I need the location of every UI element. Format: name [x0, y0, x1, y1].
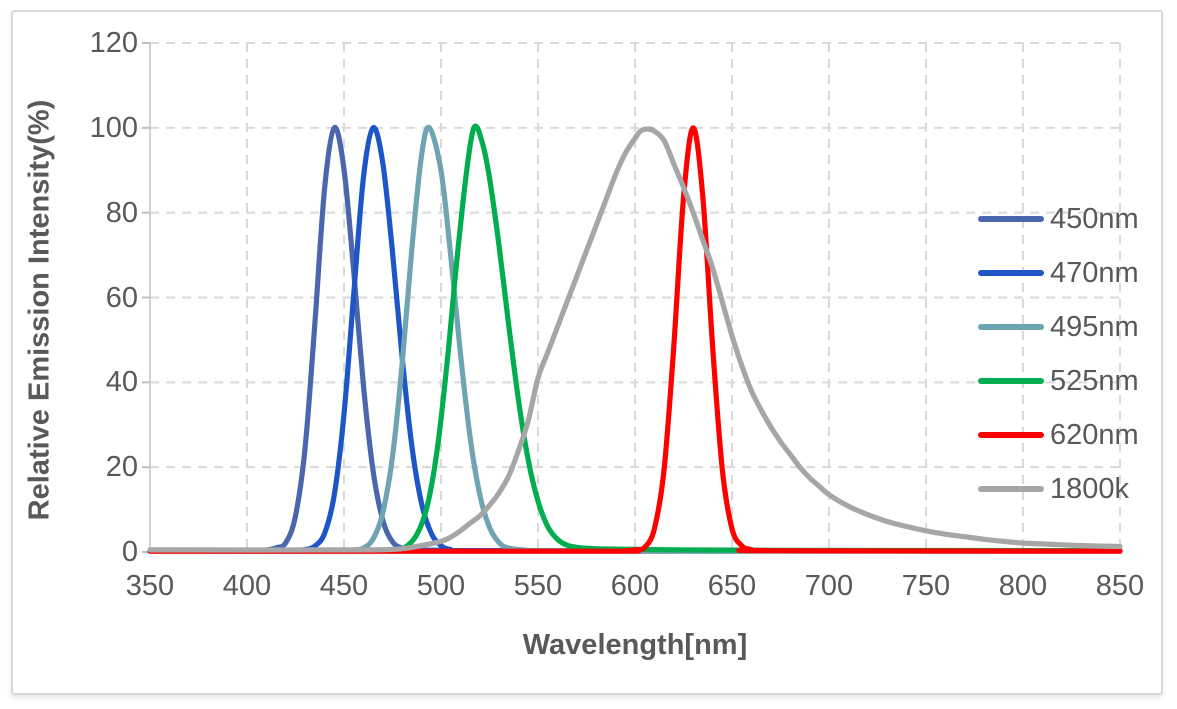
legend-line-swatch — [978, 216, 1044, 222]
legend-line-swatch — [978, 486, 1044, 492]
x-tick-label: 750 — [901, 570, 951, 602]
x-tick-label: 850 — [1095, 570, 1145, 602]
legend-item-495nm: 495nm — [978, 310, 1139, 344]
legend-line-swatch — [978, 378, 1044, 384]
series-line-1800k — [147, 126, 1123, 553]
legend-item-525nm: 525nm — [978, 364, 1139, 398]
legend-label: 470nm — [1050, 257, 1139, 289]
legend-item-1800k: 1800k — [978, 472, 1129, 506]
y-tick-label: 0 — [121, 536, 138, 568]
legend-label: 450nm — [1050, 203, 1139, 235]
x-tick-label: 400 — [222, 570, 272, 602]
legend-label: 495nm — [1050, 311, 1139, 343]
y-tick-label: 120 — [89, 27, 138, 59]
y-tick-label: 80 — [105, 196, 138, 229]
legend-label: 1800k — [1050, 473, 1130, 505]
series-line-620nm — [147, 125, 1123, 554]
legend-line-swatch — [978, 432, 1044, 438]
y-tick-label: 40 — [105, 366, 138, 399]
x-tick-label: 500 — [416, 570, 466, 602]
y-tick-label: 60 — [105, 281, 138, 314]
x-tick-label: 350 — [125, 570, 175, 602]
legend-line-swatch — [978, 324, 1044, 330]
legend-label: 620nm — [1050, 419, 1139, 451]
x-tick-label: 700 — [804, 570, 854, 602]
legend-line-swatch — [978, 270, 1044, 276]
y-tick-label: 20 — [105, 451, 138, 484]
x-axis-title: Wavelength[nm] — [522, 629, 748, 661]
x-tick-label: 550 — [513, 570, 563, 602]
x-tick-label: 600 — [610, 570, 660, 602]
legend-item-450nm: 450nm — [978, 202, 1139, 236]
legend-label: 525nm — [1050, 365, 1139, 397]
legend-item-470nm: 470nm — [978, 256, 1139, 290]
x-tick-label: 800 — [998, 570, 1048, 602]
chart-frame — [11, 10, 1163, 695]
x-tick-label: 450 — [319, 570, 369, 602]
y-axis-title: Relative Emission Intensity(%) — [23, 99, 56, 521]
y-tick-label: 100 — [89, 111, 138, 144]
x-tick-label: 650 — [707, 570, 757, 602]
legend-item-620nm: 620nm — [978, 418, 1139, 452]
